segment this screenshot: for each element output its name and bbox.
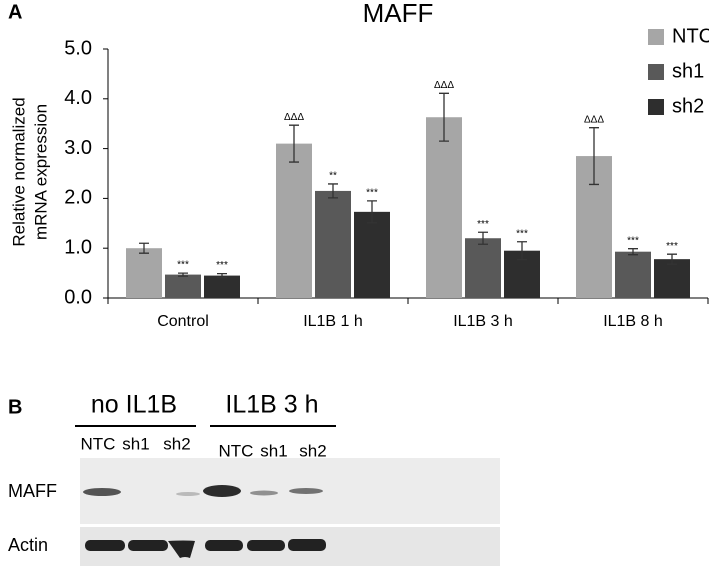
panel-label: A xyxy=(8,1,22,23)
legend-label: sh2 xyxy=(672,95,704,117)
significance-label: *** xyxy=(177,260,189,271)
group-label: IL1B 3 h xyxy=(225,391,318,419)
significance-label: *** xyxy=(627,235,639,246)
band xyxy=(176,492,200,496)
band xyxy=(289,488,323,494)
significance-label: *** xyxy=(477,219,489,230)
row-label: MAFF xyxy=(8,481,57,501)
legend-swatch xyxy=(648,99,664,115)
bar xyxy=(126,248,162,298)
panel-label: B xyxy=(8,396,22,418)
legend-swatch xyxy=(648,29,664,45)
bar xyxy=(204,275,240,298)
error-bar xyxy=(667,253,677,265)
error-bar xyxy=(589,127,599,186)
significance-label: *** xyxy=(366,188,378,199)
lane-label: NTC xyxy=(81,434,116,453)
lane-label: sh2 xyxy=(299,441,326,460)
chart-title: MAFF xyxy=(363,0,434,28)
significance-label: ΔΔΔ xyxy=(284,112,304,123)
blot-bands xyxy=(83,485,326,558)
error-bar xyxy=(289,124,299,163)
bar xyxy=(426,117,462,298)
y-tick-label: 2.0 xyxy=(64,187,92,209)
significance-label: ΔΔΔ xyxy=(434,80,454,91)
band xyxy=(203,485,241,497)
band xyxy=(205,540,243,551)
x-tick-label: IL1B 8 h xyxy=(603,313,663,330)
lane-label: sh1 xyxy=(260,441,287,460)
x-tick-label: IL1B 1 h xyxy=(303,313,363,330)
lane-label: NTC xyxy=(219,441,254,460)
bar xyxy=(165,274,201,298)
y-tick-label: 3.0 xyxy=(64,137,92,159)
row-label: Actin xyxy=(8,535,48,555)
bar xyxy=(654,259,690,298)
error-bar xyxy=(367,200,377,224)
error-bar xyxy=(328,183,338,199)
bar xyxy=(354,211,390,298)
y-tick-label: 4.0 xyxy=(64,87,92,109)
legend-swatch xyxy=(648,64,664,80)
significance-label: *** xyxy=(516,228,528,239)
y-tick-label: 1.0 xyxy=(64,236,92,258)
error-bar xyxy=(517,241,527,261)
band xyxy=(128,540,168,551)
significance-label: *** xyxy=(216,260,228,271)
error-bar xyxy=(139,242,149,254)
band xyxy=(288,539,326,551)
group-label: no IL1B xyxy=(91,391,177,419)
error-bar xyxy=(628,248,638,256)
band xyxy=(85,540,125,551)
bar xyxy=(276,143,312,298)
lane-label: sh2 xyxy=(163,434,190,453)
y-tick-label: 5.0 xyxy=(64,37,92,59)
legend-label: NTC xyxy=(672,25,709,47)
bar xyxy=(615,251,651,298)
x-tick-label: Control xyxy=(157,313,209,330)
error-bar xyxy=(478,231,488,245)
band xyxy=(250,490,278,496)
band xyxy=(168,540,195,558)
error-bar xyxy=(439,92,449,142)
bar xyxy=(465,238,501,298)
y-tick-label: 0.0 xyxy=(64,286,92,308)
error-bar xyxy=(178,272,188,277)
y-axis-label: mRNA expression xyxy=(31,104,50,240)
legend-label: sh1 xyxy=(672,60,704,82)
band xyxy=(247,540,285,551)
significance-label: *** xyxy=(666,241,678,252)
significance-label: ΔΔΔ xyxy=(584,114,604,125)
bar xyxy=(315,190,351,298)
y-axis-label: Relative normalized xyxy=(9,97,28,246)
x-tick-label: IL1B 3 h xyxy=(453,313,513,330)
significance-label: ** xyxy=(329,171,337,182)
band xyxy=(83,488,121,496)
lane-label: sh1 xyxy=(122,434,149,453)
error-bar xyxy=(217,272,227,279)
